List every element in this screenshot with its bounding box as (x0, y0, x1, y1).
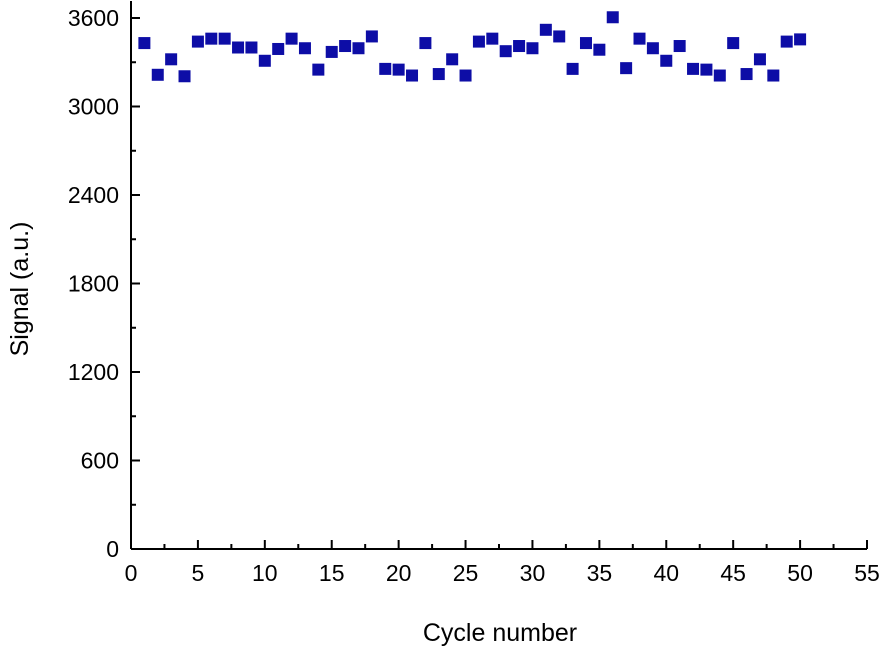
data-point (138, 37, 151, 50)
data-point (325, 45, 338, 58)
y-axis-title: Signal (a.u.) (6, 222, 34, 357)
x-tick-label: 50 (787, 560, 813, 586)
data-point (566, 62, 579, 75)
x-tick-label: 10 (252, 560, 278, 586)
y-tick-label: 1800 (68, 271, 119, 297)
data-point (191, 35, 204, 48)
data-point (472, 35, 485, 48)
data-point (406, 69, 419, 82)
x-tick-label: 40 (653, 560, 679, 586)
data-points (138, 11, 807, 83)
plot-area (130, 1, 867, 550)
data-point (713, 69, 726, 82)
x-tick-label: 35 (587, 560, 613, 586)
y-tick-label: 3600 (68, 5, 119, 31)
x-tick-label: 25 (453, 560, 479, 586)
x-tick-label: 5 (192, 560, 205, 586)
data-point (673, 40, 686, 53)
x-tick-label: 55 (854, 560, 880, 586)
data-point (646, 42, 659, 55)
y-tick-label: 0 (106, 536, 119, 562)
data-point (365, 30, 378, 43)
data-point (633, 32, 646, 45)
data-point (392, 63, 405, 76)
data-point (513, 40, 526, 53)
data-point (258, 54, 271, 67)
x-tick-label: 0 (125, 560, 138, 586)
data-point (379, 62, 392, 75)
data-point (312, 63, 325, 76)
y-tick-label: 2400 (68, 182, 119, 208)
data-point (352, 42, 365, 55)
x-tick-label: 45 (720, 560, 746, 586)
data-point (526, 42, 539, 55)
data-point (245, 41, 258, 54)
x-tick-label: 30 (520, 560, 546, 586)
x-tick-label: 15 (319, 560, 345, 586)
x-tick-label: 20 (386, 560, 412, 586)
y-axis-label: Signal (a.u.) (6, 222, 34, 357)
data-point (178, 70, 191, 83)
data-point (727, 37, 740, 50)
data-point (593, 43, 606, 56)
y-tick-label: 1200 (68, 359, 119, 385)
data-point (285, 32, 298, 45)
axis-ticks: 0 5 10 15 20 25 30 35 40 45 50 55 0 600 1200 1800 2400 30… (68, 5, 880, 586)
x-axis-label: Cycle number (423, 619, 577, 647)
data-point (553, 30, 566, 43)
data-point (753, 53, 766, 66)
data-point (165, 53, 178, 66)
data-point (339, 40, 352, 53)
data-point (298, 42, 311, 55)
data-point (794, 33, 807, 46)
data-point (767, 69, 780, 82)
data-point (700, 63, 713, 76)
data-point (606, 11, 619, 24)
data-point (419, 37, 432, 50)
data-point (579, 37, 592, 50)
data-point (205, 32, 218, 45)
data-point (539, 23, 552, 36)
data-point (687, 62, 700, 75)
data-point (780, 35, 793, 48)
data-point (620, 62, 633, 75)
y-tick-label: 600 (81, 448, 119, 474)
data-point (459, 69, 472, 82)
data-point (486, 32, 499, 45)
data-point (151, 68, 164, 81)
data-point (446, 53, 459, 66)
data-point (660, 54, 673, 67)
data-point (432, 68, 445, 81)
data-point (218, 32, 231, 45)
data-point (499, 45, 512, 58)
data-point (272, 42, 285, 55)
data-point (232, 41, 245, 54)
y-tick-label: 3000 (68, 94, 119, 120)
data-point (740, 68, 753, 81)
